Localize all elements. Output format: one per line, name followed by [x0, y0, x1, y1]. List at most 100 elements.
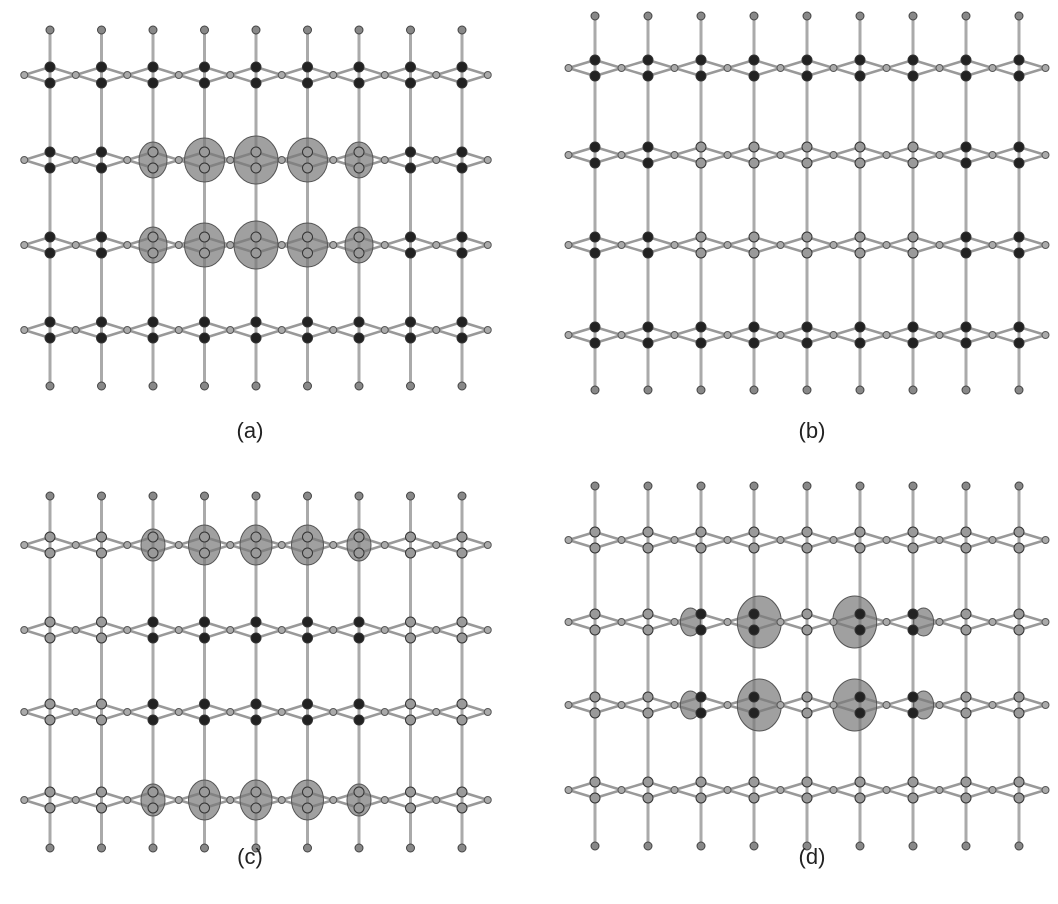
atom [406, 491, 415, 501]
atom [200, 491, 209, 501]
atom [1013, 776, 1025, 788]
panel-label: (d) [799, 844, 826, 869]
atom [961, 385, 971, 395]
atom [695, 70, 707, 82]
atom [20, 71, 29, 79]
isosurface [913, 690, 935, 720]
atom [854, 792, 866, 804]
atom [589, 608, 601, 620]
atom [432, 241, 441, 249]
atom [199, 632, 210, 644]
atom [564, 331, 573, 339]
atom [250, 698, 262, 710]
atom [405, 61, 416, 73]
atom [174, 241, 183, 249]
atom [960, 691, 972, 703]
atom [277, 326, 286, 334]
atom [590, 385, 600, 395]
atom [147, 247, 159, 259]
atom [456, 146, 468, 158]
atom [329, 156, 338, 164]
atom [147, 316, 159, 328]
atom [642, 776, 654, 788]
atom [1013, 608, 1025, 620]
atom [71, 541, 80, 549]
atom [882, 151, 891, 159]
atom [748, 624, 760, 636]
atom [353, 146, 365, 158]
atom [354, 381, 364, 391]
atom [882, 331, 891, 339]
atom [405, 632, 416, 644]
atom [199, 714, 210, 726]
atom [44, 61, 56, 73]
atom [406, 843, 415, 853]
atom [854, 542, 866, 554]
atom [723, 64, 732, 72]
atom [71, 326, 80, 334]
atom [353, 531, 365, 543]
atom [96, 146, 107, 158]
atom [960, 624, 972, 636]
atom [456, 547, 468, 559]
atom [1013, 792, 1025, 804]
atom [961, 11, 971, 21]
atom [908, 481, 918, 491]
atom [723, 151, 732, 159]
atom [695, 776, 707, 788]
atom [907, 231, 919, 243]
atom [748, 691, 760, 703]
atom [97, 25, 106, 35]
atom [44, 547, 56, 559]
atom [776, 331, 785, 339]
atom [723, 701, 732, 709]
atom [250, 332, 262, 344]
atom [96, 547, 107, 559]
atom [882, 536, 891, 544]
atom [44, 77, 56, 89]
atom [44, 714, 56, 726]
atom [988, 241, 997, 249]
atom [801, 707, 813, 719]
atom [250, 231, 262, 243]
atom [353, 162, 365, 174]
atom [456, 231, 468, 243]
atom [854, 54, 866, 66]
atom [908, 385, 918, 395]
atom [589, 321, 601, 333]
atom [405, 231, 416, 243]
atom [696, 385, 706, 395]
atom [749, 11, 759, 21]
atom [147, 61, 159, 73]
isosurface [184, 137, 225, 183]
atom [353, 616, 365, 628]
atom [44, 802, 56, 814]
atom [20, 708, 29, 716]
atom [123, 796, 132, 804]
atom [670, 701, 679, 709]
atom [617, 618, 626, 626]
atom [71, 241, 80, 249]
atom [251, 843, 261, 853]
atom [71, 708, 80, 716]
atom [1013, 337, 1025, 349]
atom [695, 624, 707, 636]
atom [748, 157, 760, 169]
atom [589, 526, 601, 538]
atom [617, 64, 626, 72]
atom [199, 332, 210, 344]
atom [695, 337, 707, 349]
atom [988, 64, 997, 72]
isosurface [287, 137, 328, 183]
atom [907, 691, 919, 703]
atom [199, 247, 210, 259]
atom [302, 332, 313, 344]
atom [199, 162, 210, 174]
atom [855, 385, 865, 395]
atom [380, 156, 389, 164]
atom [250, 146, 262, 158]
atom [353, 61, 365, 73]
atom [277, 156, 286, 164]
atom [71, 156, 80, 164]
